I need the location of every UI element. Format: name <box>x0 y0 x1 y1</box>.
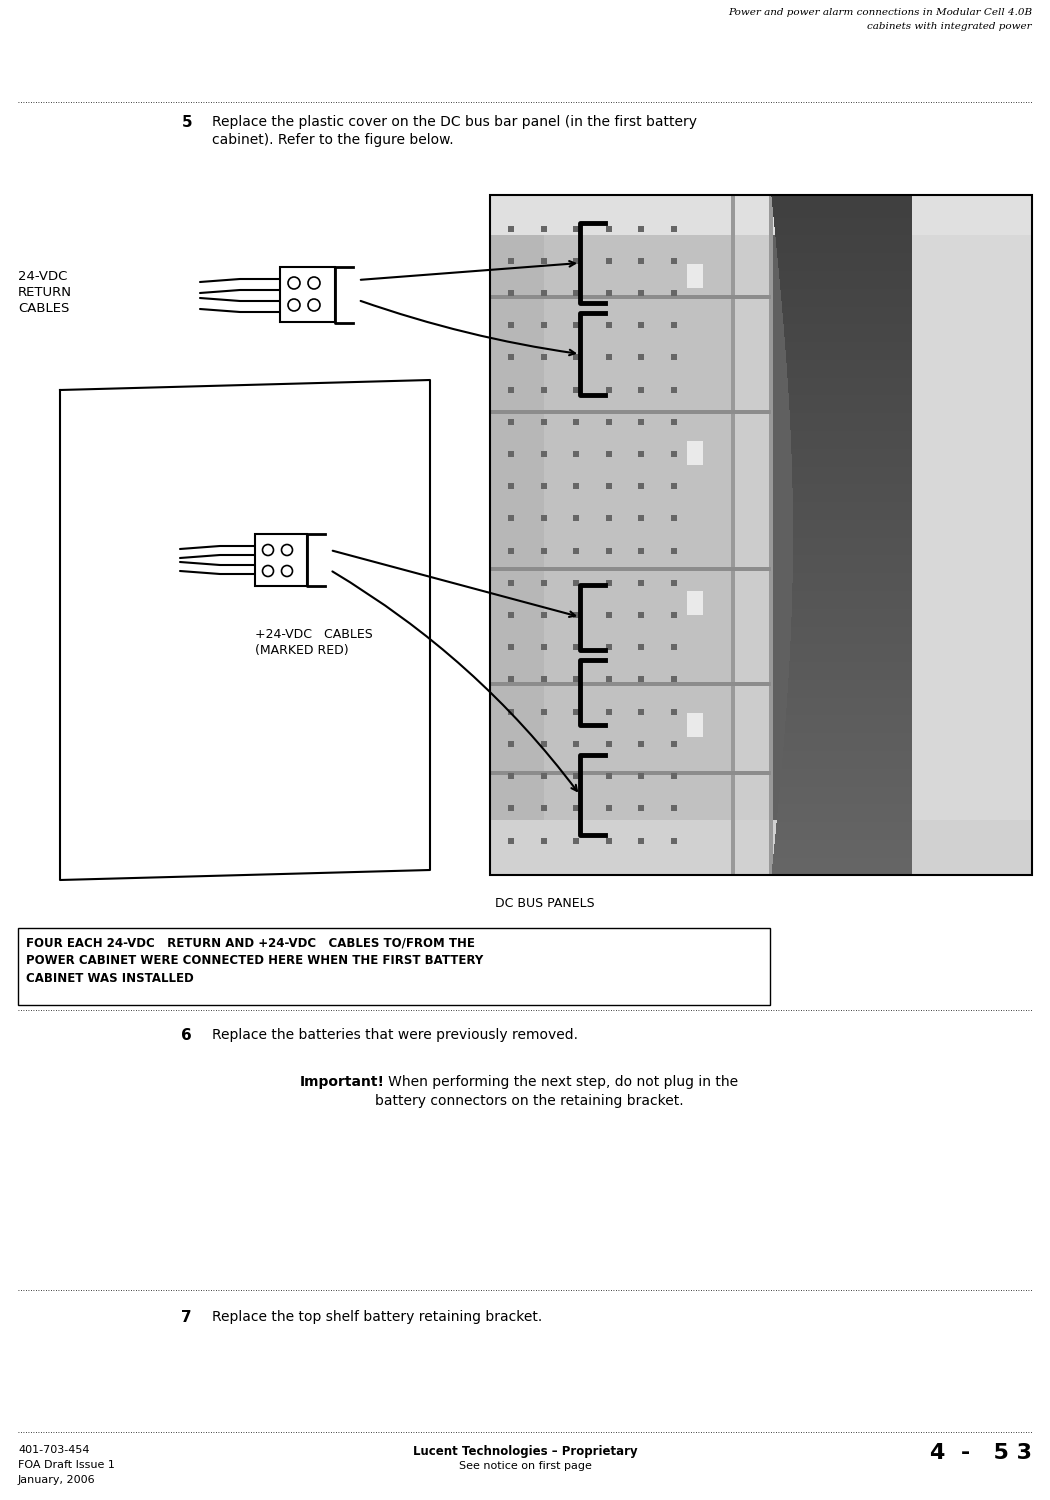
Text: Important!: Important! <box>300 1076 385 1089</box>
Text: 4  -   5 3: 4 - 5 3 <box>930 1443 1032 1462</box>
Circle shape <box>281 566 293 576</box>
Bar <box>280 267 335 322</box>
Bar <box>255 534 307 586</box>
Text: Replace the top shelf battery retaining bracket.: Replace the top shelf battery retaining … <box>212 1310 542 1324</box>
Text: Power and power alarm connections in Modular Cell 4.0B: Power and power alarm connections in Mod… <box>728 8 1032 16</box>
Text: cabinet). Refer to the figure below.: cabinet). Refer to the figure below. <box>212 134 454 147</box>
Text: January, 2006: January, 2006 <box>18 1474 96 1485</box>
Circle shape <box>288 298 300 310</box>
Text: 7: 7 <box>182 1310 192 1324</box>
Text: Lucent Technologies – Proprietary: Lucent Technologies – Proprietary <box>413 1444 637 1458</box>
Circle shape <box>308 278 320 290</box>
Text: DC BUS PANELS: DC BUS PANELS <box>495 897 594 910</box>
Circle shape <box>281 544 293 555</box>
Text: 401-703-454: 401-703-454 <box>18 1444 89 1455</box>
Circle shape <box>288 278 300 290</box>
Text: POWER CABINET WERE CONNECTED HERE WHEN THE FIRST BATTERY: POWER CABINET WERE CONNECTED HERE WHEN T… <box>26 954 483 968</box>
Circle shape <box>262 566 273 576</box>
Text: See notice on first page: See notice on first page <box>459 1461 591 1472</box>
Text: CABINET WAS INSTALLED: CABINET WAS INSTALLED <box>26 972 194 986</box>
Bar <box>18 928 770 1005</box>
Text: FOUR EACH 24-VDC   RETURN AND +24-VDC   CABLES TO/FROM THE: FOUR EACH 24-VDC RETURN AND +24-VDC CABL… <box>26 936 475 950</box>
Circle shape <box>262 544 273 555</box>
Text: Replace the batteries that were previously removed.: Replace the batteries that were previous… <box>212 1028 578 1042</box>
Text: 6: 6 <box>182 1028 192 1042</box>
Text: FOA Draft Issue 1: FOA Draft Issue 1 <box>18 1460 114 1470</box>
Text: When performing the next step, do not plug in the: When performing the next step, do not pl… <box>375 1076 738 1089</box>
Text: cabinets with integrated power: cabinets with integrated power <box>867 22 1032 32</box>
Circle shape <box>308 298 320 310</box>
Text: 24-VDC
RETURN
CABLES: 24-VDC RETURN CABLES <box>18 270 72 315</box>
Text: +24-VDC   CABLES
(MARKED RED): +24-VDC CABLES (MARKED RED) <box>255 628 373 657</box>
Text: battery connectors on the retaining bracket.: battery connectors on the retaining brac… <box>375 1094 684 1108</box>
Bar <box>490 195 1032 874</box>
Text: 5: 5 <box>182 116 192 130</box>
Text: Replace the plastic cover on the DC bus bar panel (in the first battery: Replace the plastic cover on the DC bus … <box>212 116 697 129</box>
